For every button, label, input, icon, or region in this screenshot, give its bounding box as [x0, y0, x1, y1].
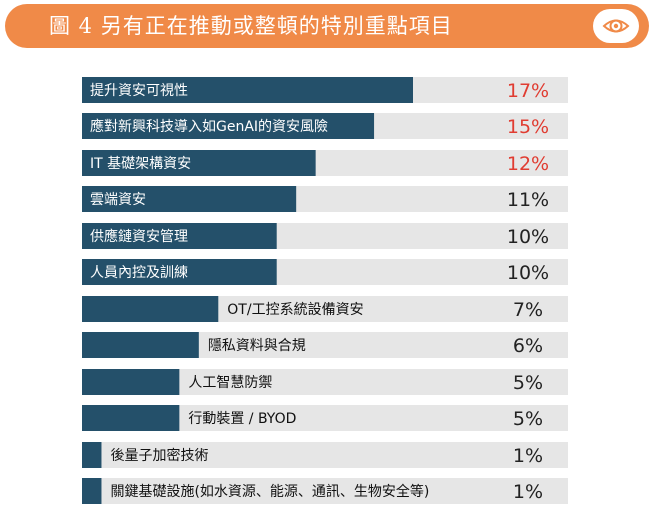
bar-value-label: 10% — [507, 226, 549, 248]
bar-row: 關鍵基礎設施(如水資源、能源、通訊、生物安全等) 1% — [82, 478, 568, 504]
bar — [82, 369, 180, 395]
bar-track — [82, 442, 568, 468]
bar-category-label: OT/工控系統設備資安 — [227, 302, 363, 318]
bar-track — [82, 478, 568, 504]
bar — [82, 223, 277, 249]
bar-row: 供應鏈資安管理 10% — [82, 223, 568, 249]
bar-value-label: 15% — [507, 116, 549, 138]
bar — [82, 332, 199, 358]
bar-row: 提升資安可視性 17% — [82, 77, 568, 103]
bar — [82, 442, 102, 468]
bar-category-label: 供應鏈資安管理 — [90, 228, 188, 245]
bar-row: 隱私資料與合規 6% — [82, 332, 568, 358]
bar-value-label: 11% — [507, 189, 549, 211]
bar-category-label: 行動裝置 / BYOD — [188, 411, 296, 427]
bar-row: IT 基礎架構資安 12% — [82, 150, 568, 176]
bar-value-label: 10% — [507, 262, 549, 284]
bar — [82, 77, 413, 103]
eye-icon — [593, 9, 639, 43]
bar-row: 後量子加密技術 1% — [82, 442, 568, 468]
bar-value-label: 1% — [513, 481, 543, 503]
bar-value-label: 5% — [513, 372, 543, 394]
bar — [82, 186, 297, 212]
bar-row: 人員內控及訓練 10% — [82, 259, 568, 285]
bar-value-label: 7% — [513, 299, 543, 321]
bar-row: 人工智慧防禦 5% — [82, 369, 568, 395]
title-banner: 圖 4 另有正在推動或整頓的特別重點項目 — [5, 4, 649, 48]
bar — [82, 113, 375, 139]
bar — [82, 478, 102, 504]
bar-value-label: 6% — [513, 335, 543, 357]
bar-category-label: 人員內控及訓練 — [90, 265, 188, 281]
bar-value-label: 12% — [507, 153, 549, 175]
bar-value-label: 1% — [513, 445, 543, 467]
bar — [82, 296, 219, 322]
bar — [82, 150, 316, 176]
bar-category-label: 後量子加密技術 — [110, 447, 208, 464]
bar-value-label: 5% — [513, 408, 543, 430]
bar — [82, 405, 180, 431]
bar — [82, 259, 277, 285]
bar-category-label: IT 基礎架構資安 — [90, 155, 191, 172]
bar-category-label: 應對新興科技導入如GenAI的資安風險 — [90, 118, 328, 135]
bar-row: 應對新興科技導入如GenAI的資安風險 15% — [82, 113, 568, 139]
bar-category-label: 關鍵基礎設施(如水資源、能源、通訊、生物安全等) — [110, 483, 429, 500]
bar-category-label: 提升資安可視性 — [90, 83, 188, 99]
bar-value-label: 17% — [507, 80, 549, 102]
bar-row: OT/工控系統設備資安 7% — [82, 296, 568, 322]
bar-row: 行動裝置 / BYOD 5% — [82, 405, 568, 431]
bar-category-label: 人工智慧防禦 — [188, 375, 272, 391]
bar-category-label: 雲端資安 — [90, 192, 146, 208]
chart-title: 圖 4 另有正在推動或整頓的特別重點項目 — [49, 14, 453, 38]
bar-category-label: 隱私資料與合規 — [208, 338, 306, 354]
bar-row: 雲端資安 11% — [82, 186, 568, 212]
